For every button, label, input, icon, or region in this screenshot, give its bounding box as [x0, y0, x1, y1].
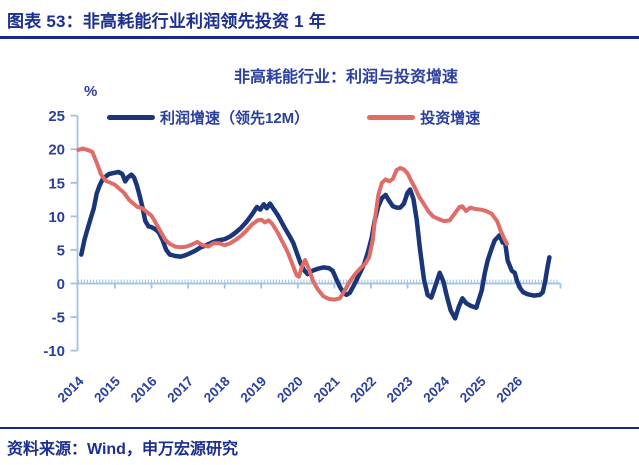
legend-label-investment-growth: 投资增速	[420, 110, 481, 127]
x-tick-label: 2017	[164, 374, 196, 406]
investment-line-swatch-icon	[367, 115, 416, 120]
legend-item-investment-growth: 投资增速	[367, 107, 480, 128]
chart-legend: 利润增速（领先12M） 投资增速	[107, 107, 480, 128]
y-tick-label: 0	[57, 276, 65, 293]
source-note: 资料来源：Wind，申万宏源研究	[7, 441, 238, 458]
y-tick-label: 5	[57, 242, 65, 259]
legend-item-profit-growth: 利润增速（领先12M）	[107, 107, 309, 128]
x-tick-label: 2024	[420, 373, 452, 405]
footer-rule	[0, 427, 639, 429]
y-tick-label: 10	[48, 209, 65, 226]
profit-growth-lead-12m-line	[79, 169, 552, 321]
y-axis-unit-label: %	[84, 83, 98, 100]
y-tick-label: 15	[48, 175, 65, 192]
x-tick-label: 2018	[201, 373, 233, 405]
profit-line-swatch-icon	[107, 115, 155, 120]
x-tick-label: 2015	[91, 373, 123, 405]
figure-title: 图表 53：非高耗能行业利润领先投资 1 年	[7, 12, 326, 31]
y-tick-label: -5	[52, 310, 65, 327]
header-rule	[0, 36, 639, 39]
x-tick-label: 2026	[494, 373, 526, 405]
y-tick-label: 25	[48, 108, 65, 125]
y-axis	[70, 114, 79, 352]
x-tick-label: 2021	[311, 373, 343, 405]
x-tick-label: 2016	[128, 373, 160, 405]
x-tick-label: 2020	[274, 374, 306, 406]
x-tick-label: 2023	[384, 373, 416, 405]
x-tick-label: 2019	[238, 374, 270, 406]
y-tick-label: -10	[43, 343, 65, 360]
y-tick-label: 20	[48, 142, 65, 159]
legend-label-profit-growth: 利润增速（领先12M）	[160, 110, 310, 127]
x-axis-minor-ticks	[77, 279, 558, 284]
x-tick-label: 2025	[457, 373, 489, 405]
investment-growth-line	[76, 146, 509, 302]
chart-title: 非高耗能行业：利润与投资增速	[233, 69, 458, 86]
x-tick-label: 2022	[347, 374, 379, 406]
x-tick-label: 2014	[55, 373, 87, 405]
